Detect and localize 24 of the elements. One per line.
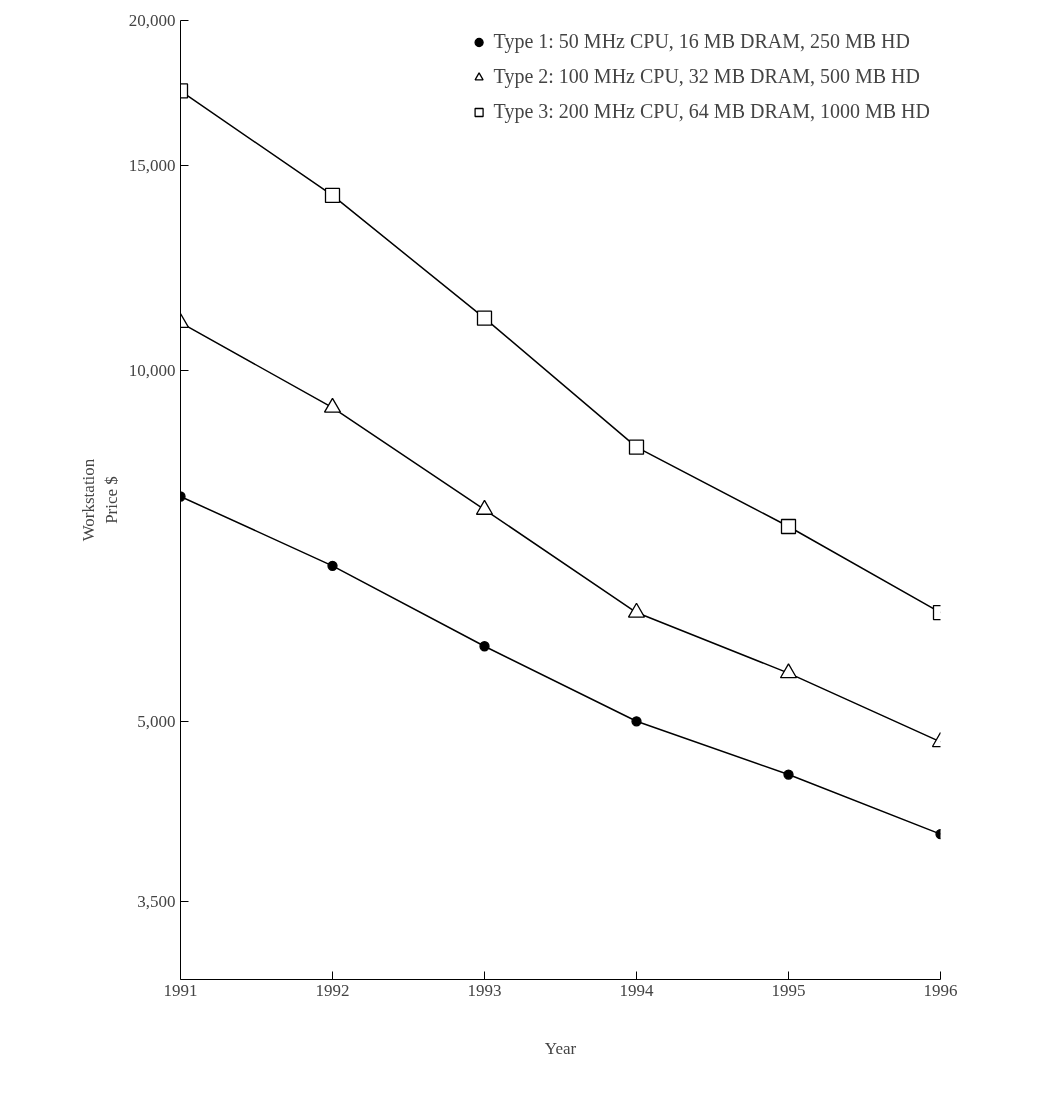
legend-label: Type 1: 50 MHz CPU, 16 MB DRAM, 250 MB HD [493, 30, 910, 53]
x-tick-label: 1995 [771, 980, 806, 1000]
x-tick-label: 1992 [315, 980, 350, 1000]
x-axis-title: Year [544, 1038, 577, 1058]
point [780, 518, 797, 535]
y-tick-label: 15,000 [128, 156, 176, 176]
y-axis-title: Workstation Price $ [78, 458, 121, 542]
legend-label: Type 3: 200 MHz CPU, 64 MB DRAM, 1000 MB HD [493, 100, 930, 123]
x-tick-label: 1996 [923, 980, 958, 1000]
y-tick-label: 5,000 [137, 711, 176, 731]
legend-label: Type 2: 100 MHz CPU, 32 MB DRAM, 500 MB HD [493, 65, 920, 88]
x-tick-label: 1991 [163, 980, 198, 1000]
point [631, 716, 642, 727]
point [476, 310, 493, 326]
y-tick-label: 10,000 [128, 361, 176, 381]
point [327, 560, 338, 571]
x-tick-label: 1994 [619, 980, 654, 1000]
point [479, 641, 490, 652]
y-tick-label: 20,000 [128, 11, 176, 30]
point [783, 769, 794, 780]
x-tick-label: 1993 [467, 980, 502, 1000]
point [324, 187, 341, 204]
y-tick-label: 3,500 [137, 892, 176, 912]
point [628, 439, 645, 455]
